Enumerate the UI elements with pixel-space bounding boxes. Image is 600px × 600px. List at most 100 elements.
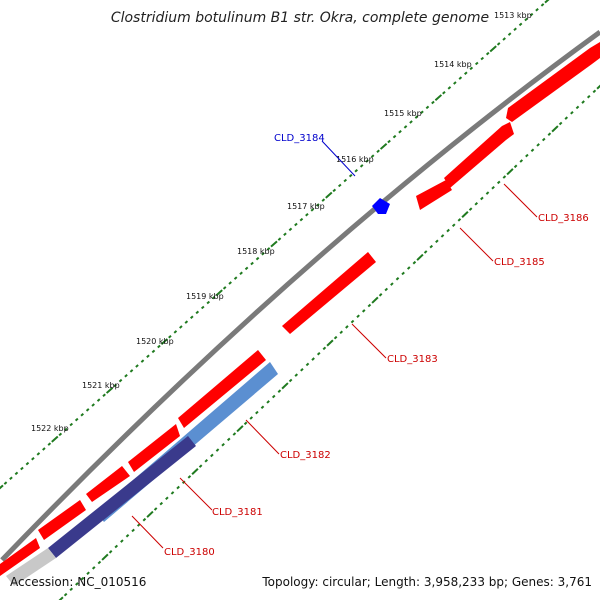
inner-tick (395, 276, 400, 281)
gene-cld-3183-arrow[interactable] (282, 252, 376, 334)
outer-tick (447, 86, 452, 90)
outer-tick (535, 8, 539, 12)
inner-tick (281, 382, 289, 390)
inner-tick (519, 159, 524, 163)
outer-tick (206, 300, 211, 305)
outer-tick (332, 188, 337, 193)
outer-tick (51, 435, 59, 443)
inner-tick-track (58, 84, 600, 600)
inner-tick (564, 116, 569, 120)
inner-tick (236, 425, 244, 433)
outer-tick (228, 281, 232, 285)
gene-cld-3181-arrow[interactable] (86, 466, 130, 502)
gene-cld-3185b-arrow[interactable] (416, 180, 452, 210)
outer-tick (0, 484, 4, 490)
label-cld-3181[interactable]: CLD_3181 (212, 507, 263, 518)
gene-callouts: CLD_3184 CLD_3186 CLD_3185 CLD_3183 CLD_… (131, 133, 589, 558)
inner-tick (63, 592, 68, 597)
outer-tick (294, 222, 298, 227)
inner-tick (592, 89, 597, 94)
outer-tick-track (0, 0, 550, 490)
tick-label-1513: 1513 kbp (494, 11, 532, 20)
outer-tick (305, 212, 309, 217)
inner-tick (345, 325, 349, 329)
reverse-genes (0, 350, 266, 576)
outer-tick (480, 56, 485, 61)
inner-tick (114, 544, 119, 549)
outer-tick (105, 386, 114, 394)
outer-tick (69, 422, 74, 427)
inner-tick (204, 459, 209, 463)
tick-label-1521: 1521 kbp (82, 381, 120, 390)
outer-tick (102, 393, 106, 398)
gene-cld-3184-arrow[interactable] (372, 198, 390, 214)
leader-cld-3186 (503, 183, 538, 218)
label-cld-3185[interactable]: CLD_3185 (494, 257, 545, 268)
inner-tick (435, 239, 439, 244)
outer-tick (173, 330, 178, 334)
tick-label-1515: 1515 kbp (384, 109, 422, 118)
outer-tick (288, 227, 293, 232)
inner-tick (371, 296, 379, 304)
inner-tick (468, 207, 473, 211)
gene-cld-3182b-arrow[interactable] (128, 424, 180, 472)
outer-tick (151, 349, 156, 354)
inner-tick (125, 533, 130, 538)
label-cld-3184[interactable]: CLD_3184 (274, 133, 325, 144)
outer-tick (392, 134, 397, 139)
inner-tick (316, 351, 321, 356)
outer-tick (420, 110, 424, 114)
outer-tick (215, 289, 223, 297)
tick-label-1517: 1517 kbp (287, 202, 325, 211)
tick-label-1519: 1519 kbp (186, 292, 224, 301)
inner-tick (97, 560, 102, 565)
outer-tick (190, 315, 194, 319)
outer-tick (507, 32, 512, 36)
outer-tick (233, 276, 238, 280)
outer-tick (270, 240, 278, 248)
outer-tick (325, 191, 333, 199)
inner-tick (547, 132, 552, 136)
inner-tick (176, 485, 180, 490)
outer-tick (434, 94, 443, 102)
gene-cld-3185-arrow[interactable] (444, 122, 514, 188)
outer-tick (200, 305, 205, 310)
inner-tick (496, 180, 501, 185)
inner-tick (390, 282, 394, 286)
outer-tick (58, 432, 63, 437)
outer-tick (3, 481, 8, 485)
outer-tick (20, 466, 24, 471)
outer-tick (85, 408, 90, 412)
inner-tick (86, 571, 90, 575)
inner-tick (80, 576, 85, 581)
inner-tick (322, 346, 327, 351)
inner-tick (153, 507, 158, 511)
inner-tick (215, 448, 220, 452)
outer-tick (42, 447, 46, 451)
outer-tick (376, 149, 380, 154)
inner-tick (412, 260, 417, 265)
outer-tick (129, 369, 134, 373)
outer-tick (365, 159, 369, 163)
inner-tick (401, 271, 405, 276)
inner-tick (558, 121, 563, 126)
outer-tick (277, 237, 282, 241)
label-cld-3180[interactable]: CLD_3180 (164, 547, 215, 558)
inner-tick (58, 596, 64, 600)
label-cld-3183[interactable]: CLD_3183 (387, 354, 438, 365)
gene-cld-3179-arrow[interactable] (0, 538, 40, 576)
inner-tick (350, 319, 355, 324)
inner-tick (271, 394, 276, 399)
inner-tick (513, 164, 518, 169)
inner-tick (75, 582, 79, 586)
gene-cld-3182a-arrow[interactable] (178, 350, 266, 428)
gene-cld-3186-arrow[interactable] (506, 42, 600, 122)
label-cld-3186[interactable]: CLD_3186 (538, 213, 589, 224)
outer-tick (299, 217, 304, 222)
outer-tick (464, 71, 468, 75)
label-cld-3182[interactable]: CLD_3182 (280, 450, 331, 461)
outer-tick (431, 100, 435, 105)
inner-tick (191, 468, 199, 475)
gene-cld-3180-arrow[interactable] (38, 500, 86, 540)
inner-tick (170, 491, 175, 495)
